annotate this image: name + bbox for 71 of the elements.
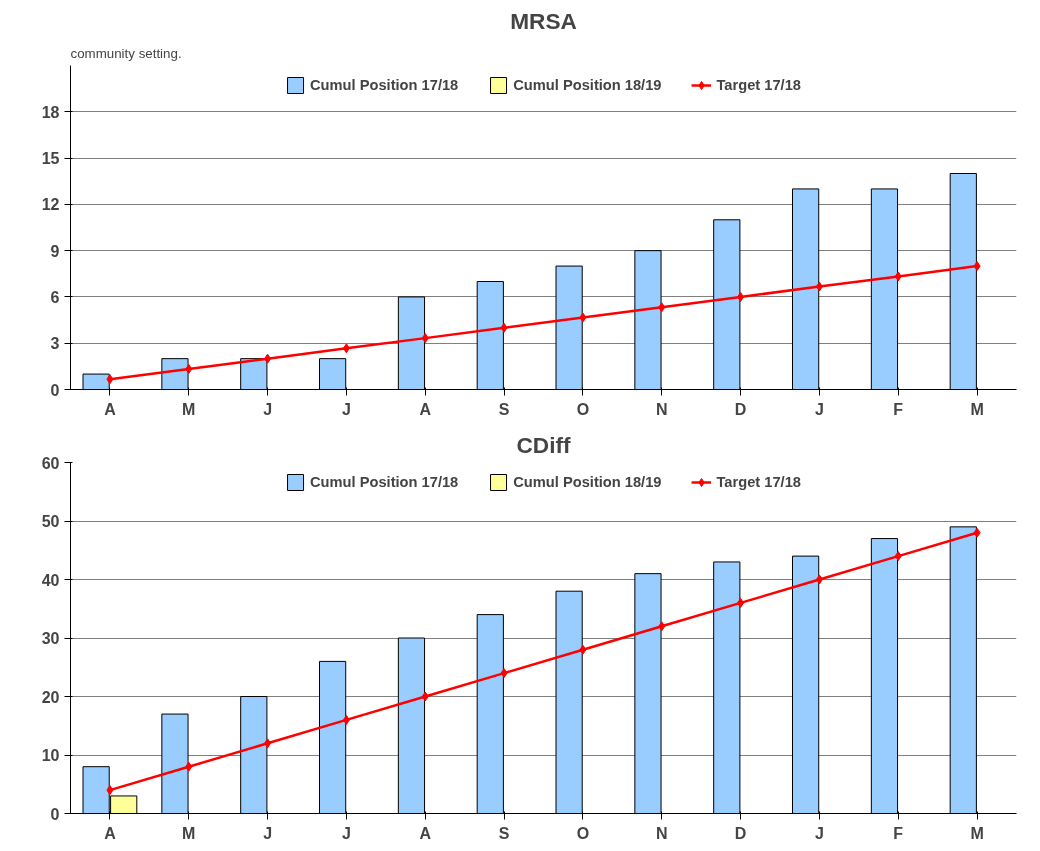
x-tick-label: J bbox=[263, 824, 273, 842]
legend-label: Cumul Position 17/18 bbox=[310, 474, 459, 490]
x-tick-label: N bbox=[655, 400, 668, 418]
y-tick-label: 6 bbox=[50, 288, 60, 306]
y-tick-label: 40 bbox=[41, 571, 60, 589]
chart-title: CDiff bbox=[516, 431, 572, 458]
point bbox=[185, 363, 193, 374]
point bbox=[973, 527, 981, 538]
point bbox=[579, 312, 587, 323]
point bbox=[421, 333, 429, 344]
point bbox=[106, 374, 114, 385]
point bbox=[579, 644, 587, 655]
point bbox=[658, 302, 666, 313]
x-tick-label: M bbox=[970, 400, 984, 418]
point bbox=[106, 785, 114, 796]
x-tick-label: M bbox=[182, 824, 196, 842]
x-tick-label: A bbox=[419, 400, 432, 418]
x-tick-label: D bbox=[734, 824, 747, 842]
x-tick-label: M bbox=[970, 824, 984, 842]
x-tick-label: J bbox=[263, 400, 273, 418]
y-tick-label: 60 bbox=[41, 454, 60, 472]
x-tick-label: J bbox=[341, 400, 351, 418]
point bbox=[500, 322, 508, 333]
legend-label: Target 17/18 bbox=[716, 77, 801, 93]
legend-label: Cumul Position 18/19 bbox=[513, 77, 662, 93]
x-tick-label: J bbox=[341, 824, 351, 842]
y-tick-label: 50 bbox=[41, 513, 60, 530]
y-tick-label: 9 bbox=[50, 242, 60, 260]
x-tick-label: M bbox=[182, 400, 196, 418]
y-tick-label: 12 bbox=[41, 196, 60, 214]
point bbox=[342, 714, 350, 725]
x-tick-label: J bbox=[814, 400, 824, 418]
point bbox=[500, 668, 508, 679]
legend-label: Cumul Position 18/19 bbox=[513, 474, 662, 490]
x-tick-label: S bbox=[498, 400, 510, 418]
x-tick-label: F bbox=[893, 824, 904, 842]
x-tick-label: A bbox=[104, 400, 117, 418]
point bbox=[737, 597, 745, 608]
y-tick-label: 0 bbox=[50, 381, 60, 399]
point bbox=[973, 261, 981, 272]
x-tick-label: D bbox=[734, 400, 747, 418]
point bbox=[737, 291, 745, 302]
legend-label: Target 17/18 bbox=[716, 474, 801, 490]
point bbox=[264, 353, 272, 364]
x-tick-label: S bbox=[498, 824, 510, 842]
point bbox=[815, 574, 823, 585]
point bbox=[894, 551, 902, 562]
y-tick-label: 20 bbox=[41, 688, 60, 706]
y-tick-label: 3 bbox=[50, 335, 60, 353]
y-tick-label: 0 bbox=[50, 805, 60, 823]
point bbox=[815, 281, 823, 292]
x-tick-label: A bbox=[104, 824, 117, 842]
x-tick-label: A bbox=[419, 824, 432, 842]
point bbox=[658, 621, 666, 632]
y-tick-label: 15 bbox=[41, 150, 60, 168]
x-tick-label: O bbox=[576, 400, 590, 418]
y-tick-label: 18 bbox=[41, 103, 60, 121]
point bbox=[421, 691, 429, 702]
y-tick-label: 30 bbox=[41, 630, 60, 647]
x-tick-label: J bbox=[814, 824, 824, 842]
point bbox=[894, 271, 902, 282]
point bbox=[342, 343, 350, 354]
chart-title: MRSA bbox=[510, 7, 577, 34]
point bbox=[185, 761, 193, 772]
y-tick-label: 10 bbox=[41, 747, 60, 764]
legend-label: Cumul Position 17/18 bbox=[310, 77, 459, 93]
x-tick-label: O bbox=[576, 824, 590, 842]
text: community setting. bbox=[70, 45, 182, 61]
x-tick-label: N bbox=[655, 824, 668, 842]
x-tick-label: F bbox=[893, 400, 904, 418]
point bbox=[264, 738, 272, 749]
